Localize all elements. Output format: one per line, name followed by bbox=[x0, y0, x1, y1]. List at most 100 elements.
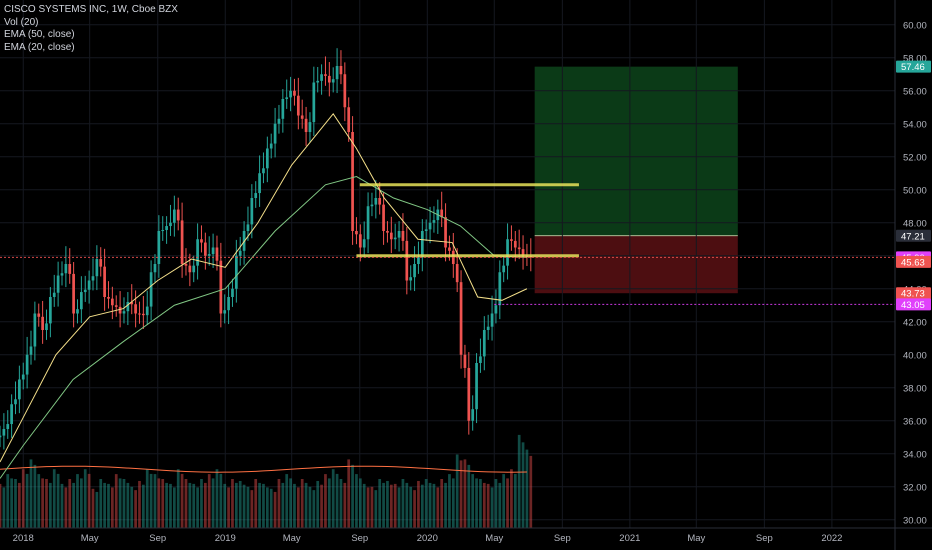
volume-bar-37-0 bbox=[285, 474, 289, 528]
volume-bar-64-1 bbox=[498, 482, 502, 528]
candle-body-28-1 bbox=[219, 260, 223, 314]
candle-body-41-1 bbox=[320, 74, 323, 81]
price-tick-label-15: 60.00 bbox=[903, 20, 927, 31]
candle-body-55-0 bbox=[424, 229, 428, 231]
price-badge-0 bbox=[896, 60, 931, 73]
volume-bar-36-0 bbox=[277, 479, 281, 528]
candle-body-12-0 bbox=[91, 276, 95, 281]
volume-bar-3-0 bbox=[21, 469, 25, 528]
candle-body-16-1 bbox=[126, 301, 130, 312]
volume-bar-59-0 bbox=[455, 454, 459, 528]
volume-bar-27-0 bbox=[207, 474, 211, 528]
volume-bar-8-0 bbox=[60, 483, 64, 528]
volume-bar-11-1 bbox=[87, 473, 91, 528]
volume-bar-9-1 bbox=[72, 482, 75, 528]
volume-bar-18-1 bbox=[141, 484, 145, 528]
candle-body-33-0 bbox=[254, 193, 258, 198]
candles bbox=[0, 48, 533, 450]
candle-body-24-1 bbox=[188, 265, 192, 273]
volume-bar-17-1 bbox=[134, 490, 137, 528]
candle-body-14-0 bbox=[107, 297, 110, 299]
volume-bar-58-1 bbox=[451, 478, 455, 528]
time-tick-label-12: 2022 bbox=[821, 533, 842, 544]
volume-bar-46-1 bbox=[358, 478, 362, 528]
candle-body-37-0 bbox=[285, 97, 289, 99]
candle-body-47-1 bbox=[366, 206, 370, 240]
volume-bar-28-0 bbox=[215, 469, 219, 528]
volume-bar-7-0 bbox=[52, 469, 56, 528]
symbol-title[interactable]: CISCO SYSTEMS INC, 1W, Cboe BZX bbox=[4, 4, 178, 15]
candle-body-65-1 bbox=[506, 239, 509, 266]
volume-bar-47-0 bbox=[362, 483, 366, 528]
candle-body-32-0 bbox=[246, 224, 250, 231]
candle-body-24-0 bbox=[184, 264, 188, 266]
candle-body-9-0 bbox=[68, 264, 72, 274]
volume-bar-31-0 bbox=[238, 480, 242, 528]
volume-bar-51-1 bbox=[397, 487, 401, 528]
volume-bar-2-1 bbox=[18, 482, 21, 528]
volume-bar-20-1 bbox=[157, 478, 161, 528]
candle-body-59-0 bbox=[455, 264, 459, 283]
volume-bar-15-0 bbox=[114, 474, 118, 528]
candle-body-4-1 bbox=[33, 313, 37, 347]
candle-body-52-1 bbox=[405, 240, 409, 281]
candle-body-48-1 bbox=[374, 198, 378, 205]
candle-body-52-0 bbox=[401, 231, 405, 241]
candle-body-22-0 bbox=[169, 222, 172, 227]
volume-bar-22-0 bbox=[169, 483, 172, 528]
volume-bar-65-0 bbox=[502, 474, 506, 528]
candle-body-42-1 bbox=[327, 75, 331, 83]
volume-bar-12-0 bbox=[91, 488, 95, 528]
volume-bar-38-1 bbox=[296, 487, 300, 528]
volume-bar-60-1 bbox=[467, 464, 471, 528]
time-tick-label-0: 2018 bbox=[13, 533, 34, 544]
volume-bar-45-1 bbox=[351, 464, 354, 528]
volume-bar-67-0 bbox=[517, 434, 521, 528]
candle-body-17-0 bbox=[130, 301, 134, 305]
candle-body-34-0 bbox=[262, 168, 265, 174]
ema20-indicator-label[interactable]: EMA (20, close) bbox=[4, 41, 75, 53]
chart-legend: CISCO SYSTEMS INC, 1W, Cboe BZX Vol (20)… bbox=[4, 4, 178, 54]
volume-bar-10-0 bbox=[76, 474, 79, 528]
volume-bar-63-0 bbox=[486, 483, 490, 528]
candle-body-20-0 bbox=[153, 264, 157, 273]
candle-body-35-0 bbox=[269, 143, 273, 149]
candle-body-48-0 bbox=[370, 204, 374, 207]
volume-bar-54-0 bbox=[417, 480, 420, 528]
price-badge-5 bbox=[896, 298, 931, 311]
volume-bar-22-1 bbox=[172, 487, 176, 528]
volume-bar-23-1 bbox=[180, 473, 184, 528]
volume-bar-16-0 bbox=[122, 479, 126, 528]
candle-body-25-0 bbox=[192, 265, 196, 273]
candle-body-63-1 bbox=[490, 313, 494, 327]
price-tick-label-9: 48.00 bbox=[903, 218, 927, 229]
volume-bar-43-0 bbox=[331, 469, 335, 528]
candle-body-5-1 bbox=[41, 316, 44, 330]
time-tick-label-5: Sep bbox=[351, 533, 368, 544]
volume-bar-20-0 bbox=[153, 474, 157, 528]
volume-bar-54-1 bbox=[420, 484, 424, 528]
volume-bar-39-0 bbox=[300, 479, 304, 528]
volume-bar-0-1 bbox=[2, 487, 6, 528]
volume-bar-40-1 bbox=[312, 490, 316, 528]
volume-bar-12-1 bbox=[95, 491, 99, 528]
volume-bar-10-1 bbox=[80, 478, 83, 528]
candle-body-17-1 bbox=[134, 304, 137, 314]
volume-bar-57-0 bbox=[440, 479, 444, 528]
volume-bar-1-0 bbox=[6, 474, 10, 528]
ema50-indicator-label[interactable]: EMA (50, close) bbox=[4, 29, 75, 40]
volume-bar-68-1 bbox=[529, 455, 533, 528]
volume-bar-14-0 bbox=[107, 483, 110, 528]
time-tick-label-10: May bbox=[687, 533, 705, 544]
volume-bar-51-0 bbox=[393, 483, 397, 528]
volume-bar-52-0 bbox=[401, 479, 405, 528]
candle-body-7-0 bbox=[52, 292, 56, 297]
candle-body-7-1 bbox=[56, 275, 60, 293]
volume-bar-37-1 bbox=[289, 478, 292, 528]
time-tick-label-11: Sep bbox=[756, 533, 773, 544]
volume-bar-3-1 bbox=[25, 473, 29, 528]
volume-indicator-label[interactable]: Vol (20) bbox=[4, 16, 39, 28]
volume-bar-57-1 bbox=[444, 482, 447, 528]
candle-body-2-0 bbox=[14, 399, 17, 405]
